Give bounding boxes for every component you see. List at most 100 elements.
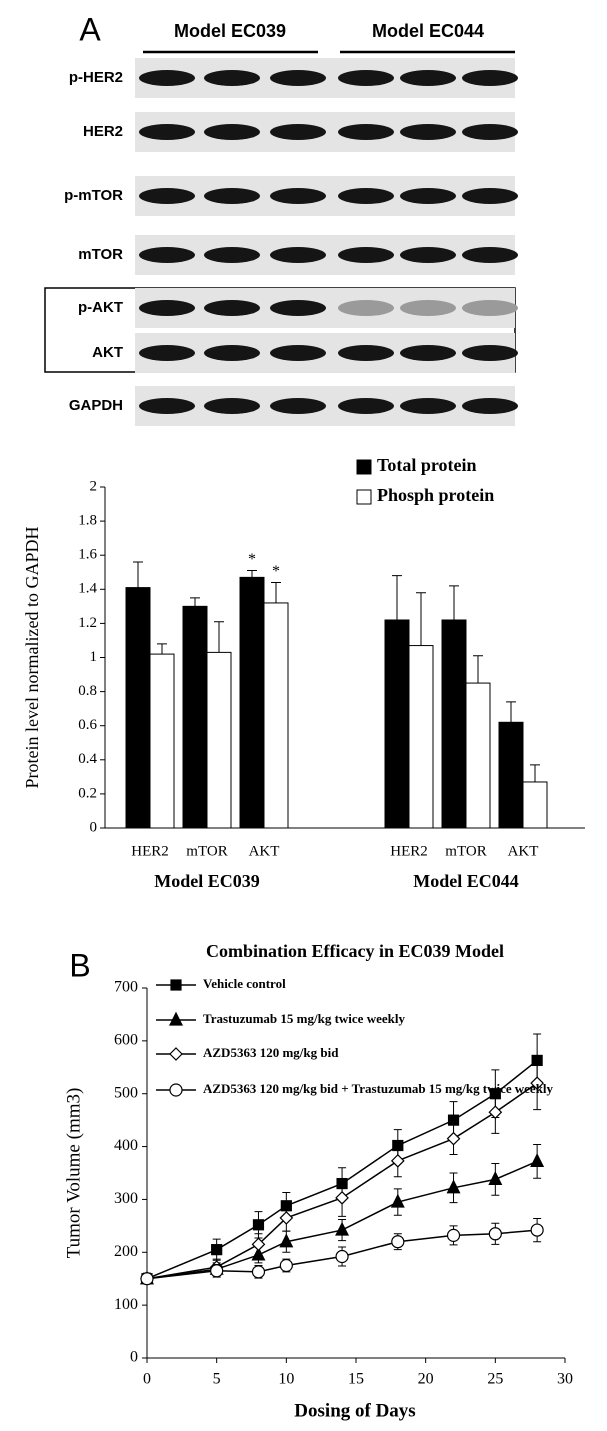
blot-band	[338, 398, 394, 414]
marker	[279, 1233, 294, 1248]
marker	[390, 1153, 405, 1168]
y-tick-label: 0.2	[78, 785, 97, 801]
marker	[279, 1211, 294, 1225]
y-tick-label: 0.4	[78, 751, 97, 767]
y-tick-label: 200	[114, 1243, 138, 1260]
bar	[149, 653, 175, 829]
bar	[522, 781, 548, 829]
y-tick-label: 1	[90, 649, 98, 665]
legend-swatch	[356, 459, 372, 475]
marker	[446, 1131, 461, 1146]
blot-band	[270, 188, 326, 204]
blot-band	[204, 188, 260, 204]
group-header: Model EC044	[372, 21, 484, 41]
legend-swatch	[356, 489, 372, 505]
marker	[169, 1047, 183, 1061]
marker	[169, 1083, 183, 1097]
x-tick-label: AKT	[249, 843, 280, 859]
blot-band	[462, 398, 518, 414]
blot-band	[338, 124, 394, 140]
marker	[530, 1223, 544, 1237]
x-tick-label: mTOR	[186, 843, 227, 859]
marker	[488, 1105, 503, 1120]
y-tick-label: 100	[114, 1296, 138, 1313]
row-label: AKT	[92, 344, 123, 361]
blot-band	[270, 345, 326, 361]
blot-band	[139, 398, 195, 414]
marker	[390, 1193, 405, 1208]
error-bar	[449, 585, 459, 620]
bar	[465, 682, 491, 829]
x-tick-label: 0	[143, 1371, 151, 1388]
x-tick-label: 20	[418, 1371, 434, 1388]
y-tick-label: 0	[130, 1349, 138, 1366]
marker	[530, 1076, 544, 1090]
x-axis-label: Dosing of Days	[294, 1400, 415, 1421]
blot-band	[462, 345, 518, 361]
blot-band	[338, 70, 394, 86]
marker	[170, 979, 182, 991]
bar	[239, 576, 265, 829]
x-tick-label: mTOR	[445, 843, 486, 859]
y-tick-label: 700	[114, 979, 138, 996]
blot-band	[270, 398, 326, 414]
row-label: p-mTOR	[64, 187, 123, 204]
legend-label: Total protein	[377, 455, 477, 475]
error-bar	[214, 621, 224, 653]
marker	[530, 1153, 545, 1167]
blot-band	[139, 247, 195, 263]
blot-band	[139, 70, 195, 86]
bar	[498, 721, 524, 829]
group-label: Model EC039	[154, 871, 260, 891]
blot-band	[139, 188, 195, 204]
error-bar	[157, 643, 167, 655]
blot-band	[270, 70, 326, 86]
row-label: HER2	[83, 123, 123, 140]
blot-band	[462, 300, 518, 316]
chart-title: Combination Efficacy in EC039 Model	[206, 941, 504, 961]
y-tick-label: 0.6	[78, 717, 97, 733]
blot-band	[270, 247, 326, 263]
blot-band	[338, 188, 394, 204]
blot-band	[204, 398, 260, 414]
x-tick-label: AKT	[508, 843, 539, 859]
legend-label: AZD5363 120 mg/kg bid	[203, 1045, 339, 1060]
marker	[140, 1272, 154, 1286]
x-tick-label: 5	[213, 1371, 221, 1388]
error-bar	[133, 561, 143, 588]
x-tick-label: HER2	[390, 843, 428, 859]
marker	[251, 1237, 266, 1252]
error-bar	[506, 701, 516, 723]
blot-band	[139, 345, 195, 361]
legend-label: Phosph protein	[377, 485, 494, 505]
bar	[263, 602, 289, 829]
blot-band	[270, 300, 326, 316]
blot-band	[462, 70, 518, 86]
y-tick-label: 1.6	[78, 547, 97, 563]
row-label: mTOR	[78, 246, 123, 263]
y-tick-label: 400	[114, 1137, 138, 1154]
marker	[210, 1264, 224, 1278]
blot-band	[270, 124, 326, 140]
error-bar	[271, 581, 281, 603]
group-label: Model EC044	[413, 871, 519, 891]
marker	[335, 1249, 349, 1264]
blot-band	[400, 247, 456, 263]
blot-band	[400, 300, 456, 316]
y-tick-label: 1.2	[78, 615, 97, 631]
blot-band	[400, 188, 456, 204]
error-bar	[190, 597, 200, 607]
blot-band	[462, 188, 518, 204]
blot-band	[204, 247, 260, 263]
blot-band	[462, 124, 518, 140]
marker	[391, 1235, 405, 1249]
blot-band	[400, 345, 456, 361]
significance-mark: *	[272, 563, 280, 580]
y-axis-label: Tumor Volume (mm3)	[63, 1088, 84, 1259]
y-tick-label: 600	[114, 1032, 138, 1049]
group-header: Model EC039	[174, 21, 286, 41]
marker	[446, 1179, 461, 1194]
bar	[182, 605, 208, 829]
blot-band	[139, 124, 195, 140]
